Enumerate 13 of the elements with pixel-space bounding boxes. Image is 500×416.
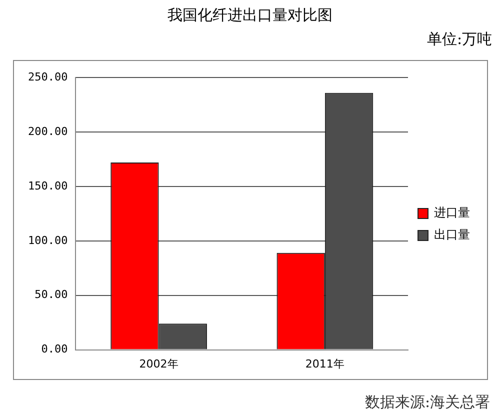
y-tick-label: 0.00 bbox=[41, 342, 68, 356]
x-tick-label: 2011年 bbox=[305, 357, 344, 370]
y-tick-label: 100.00 bbox=[28, 234, 68, 247]
legend-label: 出口量 bbox=[434, 228, 470, 242]
x-tick-label: 2002年 bbox=[139, 357, 178, 370]
source-note: 数据来源:海关总署 bbox=[364, 393, 490, 412]
y-tick-label: 50.00 bbox=[34, 288, 68, 302]
y-tick-label: 250.00 bbox=[28, 70, 68, 84]
legend-label: 进口量 bbox=[434, 206, 470, 220]
chart-title: 我国化纤进出口量对比图 bbox=[166, 6, 334, 25]
text: 单位:万吨 bbox=[426, 30, 492, 49]
y-tick-label: 200.00 bbox=[28, 124, 68, 138]
y-tick-label: 150.00 bbox=[28, 179, 68, 192]
